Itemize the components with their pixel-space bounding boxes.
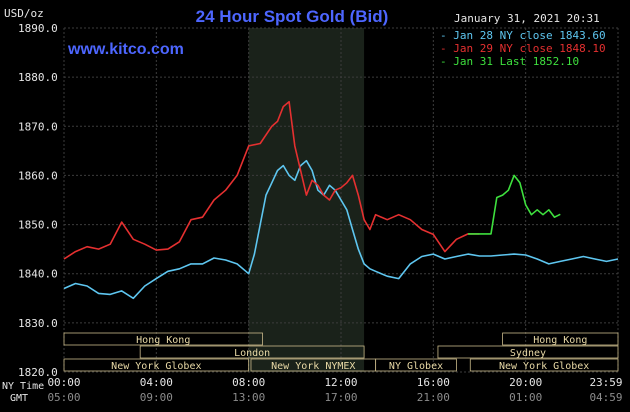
session-label: New York Globex <box>499 361 589 372</box>
y-tick-label: 1840.0 <box>18 268 58 281</box>
x-tick-label-ny: 08:00 <box>232 376 265 389</box>
nymex-highlight-band <box>248 28 365 372</box>
legend: - Jan 28 NY close 1843.60- Jan 29 NY clo… <box>440 29 606 68</box>
chart-title: 24 Hour Spot Gold (Bid) <box>196 7 389 26</box>
highlight-layer <box>248 28 365 372</box>
session-label: New York NYMEX <box>271 361 355 372</box>
session-bars: Hong Kong Hong Kong London Sydney New York G… <box>63 332 619 372</box>
session-bar <box>139 345 365 359</box>
y-tick-label: 1880.0 <box>18 71 58 84</box>
x-tick-labels: 00:00 04:00 08:00 12:00 16:00 20:00 23:59 05:00… <box>47 376 622 404</box>
session-label: Hong Kong <box>533 335 587 346</box>
series-line <box>63 159 619 300</box>
series-line <box>468 174 561 235</box>
x-tick-label-gmt: 05:00 <box>47 391 80 404</box>
x-tick-label-gmt: 13:00 <box>232 391 265 404</box>
x-tick-label-gmt: 04:59 <box>589 391 622 404</box>
x-tick-label-ny: 04:00 <box>140 376 173 389</box>
y-tick-label: 1850.0 <box>18 219 58 232</box>
y-tick-label: 1820.0 <box>18 366 58 379</box>
series-line <box>63 100 480 260</box>
session-label: Hong Kong <box>136 335 190 346</box>
date-label: January 31, 2021 20:31 <box>454 12 600 25</box>
session-label: London <box>234 348 270 359</box>
series-lines <box>63 100 619 300</box>
y-tick-label: 1870.0 <box>18 120 58 133</box>
legend-entry: - Jan 31 Last 1852.10 <box>440 55 579 68</box>
session-label: Sydney <box>510 348 546 359</box>
x-tick-label-ny: 12:00 <box>324 376 357 389</box>
x-tick-label-ny: 20:00 <box>509 376 542 389</box>
watermark: www.kitco.com <box>67 41 184 58</box>
x-tick-label-ny: 23:59 <box>589 376 622 389</box>
x-tick-label-gmt: 09:00 <box>140 391 173 404</box>
session-bar <box>375 358 457 372</box>
session-bar <box>469 358 619 372</box>
y-tick-label: 1890.0 <box>18 22 58 35</box>
session-label: New York Globex <box>111 361 201 372</box>
x-tick-label-ny: 16:00 <box>417 376 450 389</box>
y-tick-label: 1860.0 <box>18 169 58 182</box>
legend-entry: - Jan 28 NY close 1843.60 <box>440 29 606 42</box>
session-bar <box>502 332 619 346</box>
session-bar <box>437 345 619 359</box>
y-tick-labels: 1890.0 1880.0 1870.0 1860.0 1850.0 1840.0 1830… <box>18 22 58 379</box>
legend-entry: - Jan 29 NY close 1848.10 <box>440 42 606 55</box>
y-tick-label: 1830.0 <box>18 317 58 330</box>
x-tick-label-gmt: 17:00 <box>324 391 357 404</box>
x-tick-label-ny: 00:00 <box>47 376 80 389</box>
session-bar <box>63 358 250 372</box>
gmt-label: GMT <box>10 393 28 404</box>
session-label: NY Globex <box>389 361 443 372</box>
ny-time-label: NY Time <box>2 381 44 392</box>
y-axis-label: USD/oz <box>4 7 44 20</box>
x-tick-label-gmt: 01:00 <box>509 391 542 404</box>
x-tick-label-gmt: 21:00 <box>417 391 450 404</box>
session-bar <box>63 332 263 346</box>
